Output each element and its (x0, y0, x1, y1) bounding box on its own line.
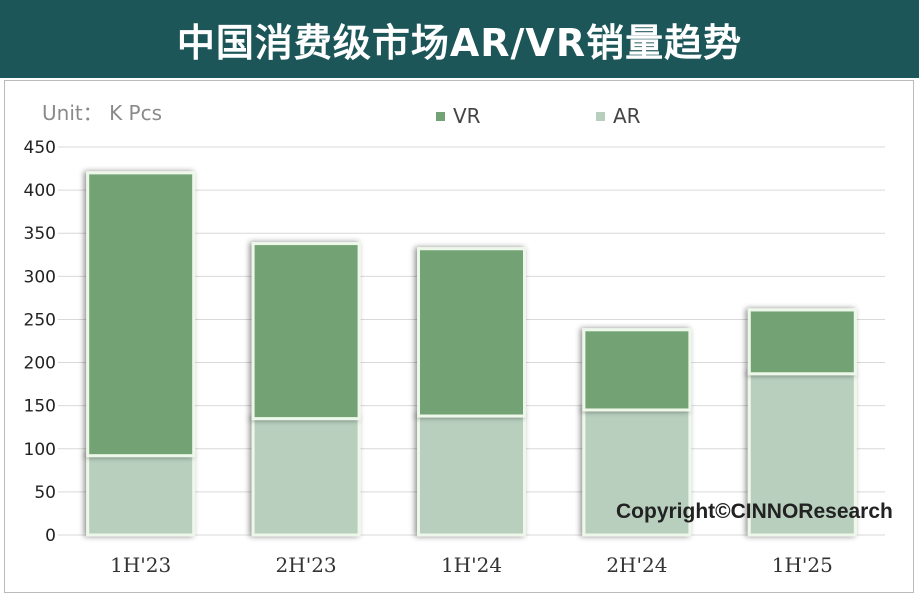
chart-frame (4, 80, 914, 593)
y-tick-label: 400 (24, 181, 56, 201)
bar-ar (747, 372, 857, 537)
y-tick-label: 250 (24, 310, 56, 330)
legend-ar: AR (596, 104, 641, 128)
bar-ar (251, 417, 361, 537)
y-tick-label: 350 (24, 224, 56, 244)
bar-ar (86, 454, 196, 537)
x-tick-label: 2H'24 (606, 553, 667, 577)
x-tick-label: 1H'23 (110, 553, 171, 577)
legend-vr: VR (436, 104, 481, 128)
unit-label: Unit： K Pcs (42, 101, 163, 125)
x-tick-label: 1H'24 (441, 553, 502, 577)
y-tick-label: 150 (24, 397, 56, 417)
bar-ar (582, 408, 692, 537)
bar-vr (251, 242, 361, 421)
legend-label-ar: AR (613, 104, 641, 128)
y-tick-label: 200 (24, 354, 56, 374)
chart-title: 中国消费级市场AR/VR销量趋势 (176, 20, 743, 65)
title-bar: 中国消费级市场AR/VR销量趋势 (0, 0, 919, 78)
legend-label-vr: VR (453, 104, 481, 128)
x-tick-label: 1H'25 (772, 553, 833, 577)
x-tick-label: 2H'23 (276, 553, 337, 577)
y-tick-label: 450 (24, 138, 56, 158)
y-tick-label: 50 (34, 483, 56, 503)
y-tick-label: 0 (45, 526, 56, 546)
bar-vr (417, 247, 526, 418)
bar-vr (86, 171, 196, 458)
legend-swatch-ar (596, 111, 605, 121)
y-tick-label: 300 (24, 267, 56, 287)
bar-vr (582, 328, 692, 412)
copyright-text: Copyright©CINNOResearch (616, 500, 893, 523)
y-tick-label: 100 (24, 440, 56, 460)
legend-swatch-vr (436, 111, 445, 121)
bar-ar (417, 414, 526, 537)
bar-vr (747, 308, 857, 376)
